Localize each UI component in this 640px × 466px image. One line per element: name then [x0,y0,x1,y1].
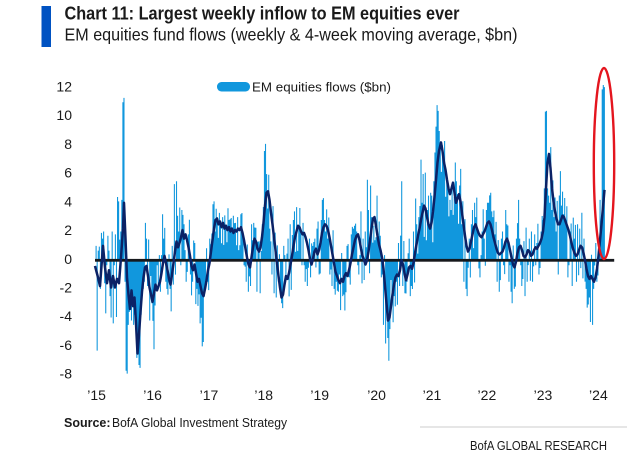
svg-text:12: 12 [56,78,72,94]
svg-text:-4: -4 [60,308,73,324]
svg-text:BofA GLOBAL RESEARCH: BofA GLOBAL RESEARCH [470,439,607,453]
svg-text:Source:: Source: [64,416,111,430]
svg-text:’16: ’16 [143,387,162,403]
svg-text:-6: -6 [60,337,73,353]
svg-text:’18: ’18 [254,387,273,403]
svg-text:10: 10 [56,107,72,123]
svg-text:2: 2 [64,222,72,238]
svg-text:0: 0 [64,251,72,267]
svg-text:EM equities flows ($bn): EM equities flows ($bn) [252,80,391,95]
svg-text:’15: ’15 [87,387,106,403]
svg-text:EM equities fund flows (weekly: EM equities fund flows (weekly & 4-week … [65,24,518,44]
svg-text:8: 8 [64,136,72,152]
svg-text:6: 6 [64,165,72,181]
svg-text:Chart 11: Largest weekly inflo: Chart 11: Largest weekly inflow to EM eq… [65,2,460,23]
svg-text:’21: ’21 [423,387,442,403]
svg-text:’19: ’19 [310,387,329,403]
svg-text:-8: -8 [60,366,73,382]
svg-text:’23: ’23 [534,387,553,403]
svg-text:-2: -2 [60,280,73,296]
svg-text:BofA Global Investment Strateg: BofA Global Investment Strategy [112,416,288,430]
svg-text:4: 4 [64,193,72,209]
svg-text:’24: ’24 [589,387,608,403]
svg-text:’20: ’20 [367,387,386,403]
svg-text:’17: ’17 [200,387,219,403]
svg-text:’22: ’22 [478,387,497,403]
